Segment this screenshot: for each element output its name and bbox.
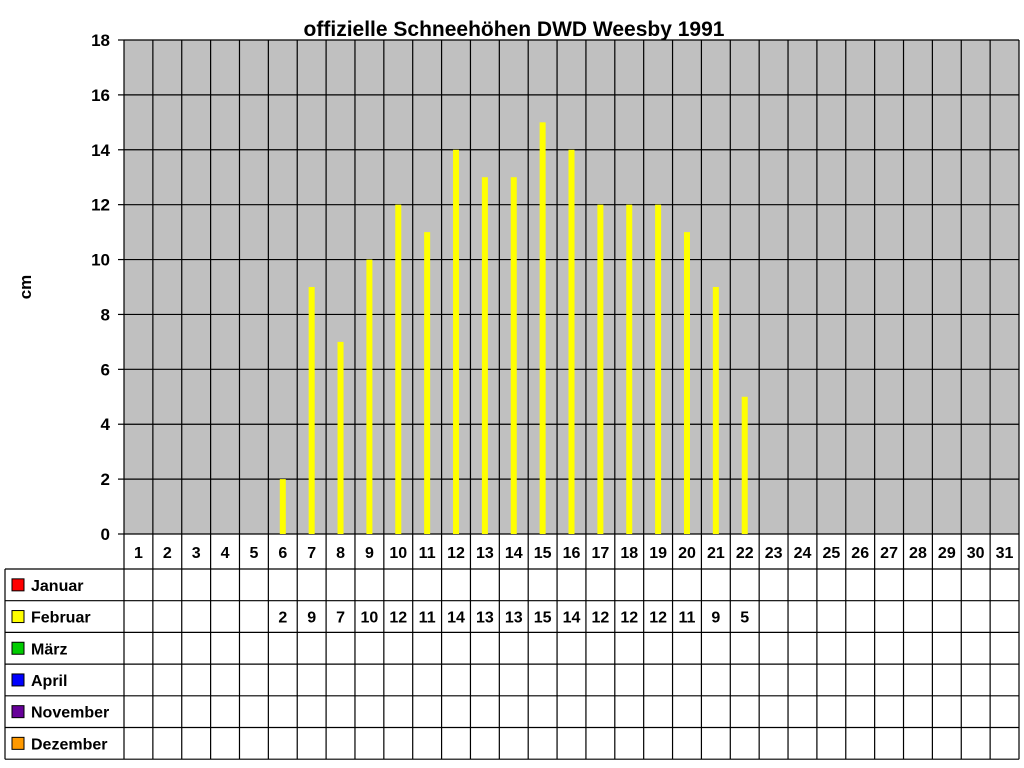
plot-area: 0 2 4 6 8 10 12 14 16 18 xyxy=(91,31,1020,544)
legend-label: Dezember xyxy=(31,736,107,753)
data-label: 2 xyxy=(278,610,287,627)
y-tick-label: 2 xyxy=(101,470,110,489)
data-label: 13 xyxy=(505,610,523,627)
x-tick-label: 7 xyxy=(307,545,316,562)
legend-label: Februar xyxy=(31,610,91,627)
y-tick-label: 12 xyxy=(91,196,110,215)
x-tick-label: 20 xyxy=(678,545,696,562)
legend-swatch xyxy=(11,673,25,687)
bar xyxy=(712,287,719,534)
x-tick-label: 1 xyxy=(134,545,143,562)
bar xyxy=(597,204,604,534)
x-tick-label: 27 xyxy=(880,545,898,562)
data-label: 12 xyxy=(620,610,638,627)
data-label: 12 xyxy=(389,610,407,627)
data-label: 13 xyxy=(476,610,494,627)
legend-swatch xyxy=(11,578,25,592)
x-tick-label: 5 xyxy=(249,545,258,562)
x-tick-label: 25 xyxy=(822,545,840,562)
data-table: 1 2 3 4 5 6 7 8 9 10 11 12 13 14 15 16 17 18 19 20 21 22 23 24 2… xyxy=(4,534,1020,760)
bar xyxy=(741,396,748,534)
bar xyxy=(481,177,488,534)
data-label: 12 xyxy=(591,610,609,627)
x-tick-label: 2 xyxy=(163,545,172,562)
bar xyxy=(626,204,633,534)
bar xyxy=(337,341,344,534)
x-tick-label: 22 xyxy=(736,545,754,562)
x-tick-label: 19 xyxy=(649,545,667,562)
x-tick-label: 23 xyxy=(765,545,783,562)
y-tick-label: 4 xyxy=(101,415,111,434)
data-label: 14 xyxy=(447,610,465,627)
data-label: 5 xyxy=(740,610,749,627)
x-tick-label: 31 xyxy=(996,545,1014,562)
legend-swatch xyxy=(11,705,25,719)
legend-label: März xyxy=(31,641,67,658)
x-tick-label: 12 xyxy=(447,545,465,562)
bar xyxy=(279,479,286,534)
y-tick-label: 0 xyxy=(101,525,110,544)
data-label: 9 xyxy=(711,610,720,627)
data-label: 11 xyxy=(679,610,696,627)
x-tick-label: 3 xyxy=(192,545,201,562)
x-tick-label: 18 xyxy=(620,545,638,562)
x-tick-label: 21 xyxy=(707,545,725,562)
x-tick-label: 28 xyxy=(909,545,927,562)
y-tick-label: 6 xyxy=(101,360,110,379)
bar xyxy=(683,232,690,534)
x-tick-label: 13 xyxy=(476,545,494,562)
x-tick-label: 11 xyxy=(419,545,436,562)
x-tick-label: 17 xyxy=(591,545,609,562)
data-label: 10 xyxy=(361,610,379,627)
y-tick-label: 18 xyxy=(91,31,110,50)
x-tick-label: 30 xyxy=(967,545,985,562)
bar xyxy=(510,177,517,534)
x-tick-label: 16 xyxy=(563,545,581,562)
data-label: 14 xyxy=(563,610,581,627)
x-tick-label: 14 xyxy=(505,545,523,562)
x-tick-label: 26 xyxy=(851,545,869,562)
bar xyxy=(539,122,546,534)
y-tick-label: 8 xyxy=(101,305,110,324)
bar xyxy=(366,259,373,534)
x-tick-label: 4 xyxy=(221,545,230,562)
x-tick-label: 10 xyxy=(389,545,407,562)
y-tick-label: 14 xyxy=(91,141,110,160)
bar xyxy=(568,149,575,534)
bar xyxy=(395,204,402,534)
bar xyxy=(308,287,315,534)
y-tick-label: 10 xyxy=(91,251,110,270)
legend-swatch xyxy=(11,641,25,655)
legend-swatch xyxy=(11,610,25,624)
legend-label: April xyxy=(31,673,67,690)
x-tick-label: 9 xyxy=(365,545,374,562)
legend-label: November xyxy=(31,705,109,722)
bar xyxy=(453,149,460,534)
y-tick-label: 16 xyxy=(91,86,110,105)
y-axis-label: cm xyxy=(16,275,35,300)
x-tick-label: 24 xyxy=(794,545,812,562)
data-label: 9 xyxy=(307,610,316,627)
x-tick-label: 29 xyxy=(938,545,956,562)
x-tick-label: 8 xyxy=(336,545,345,562)
chart-title: offizielle Schneehöhen DWD Weesby 1991 xyxy=(304,18,725,41)
legend-label: Januar xyxy=(31,578,83,595)
legend-swatch xyxy=(11,736,25,750)
data-label: 12 xyxy=(649,610,667,627)
bar xyxy=(655,204,662,534)
bar xyxy=(424,232,431,534)
x-tick-label: 6 xyxy=(278,545,287,562)
data-label: 11 xyxy=(419,610,436,627)
data-label: 7 xyxy=(336,610,345,627)
x-tick-label: 15 xyxy=(534,545,552,562)
data-label: 15 xyxy=(534,610,552,627)
